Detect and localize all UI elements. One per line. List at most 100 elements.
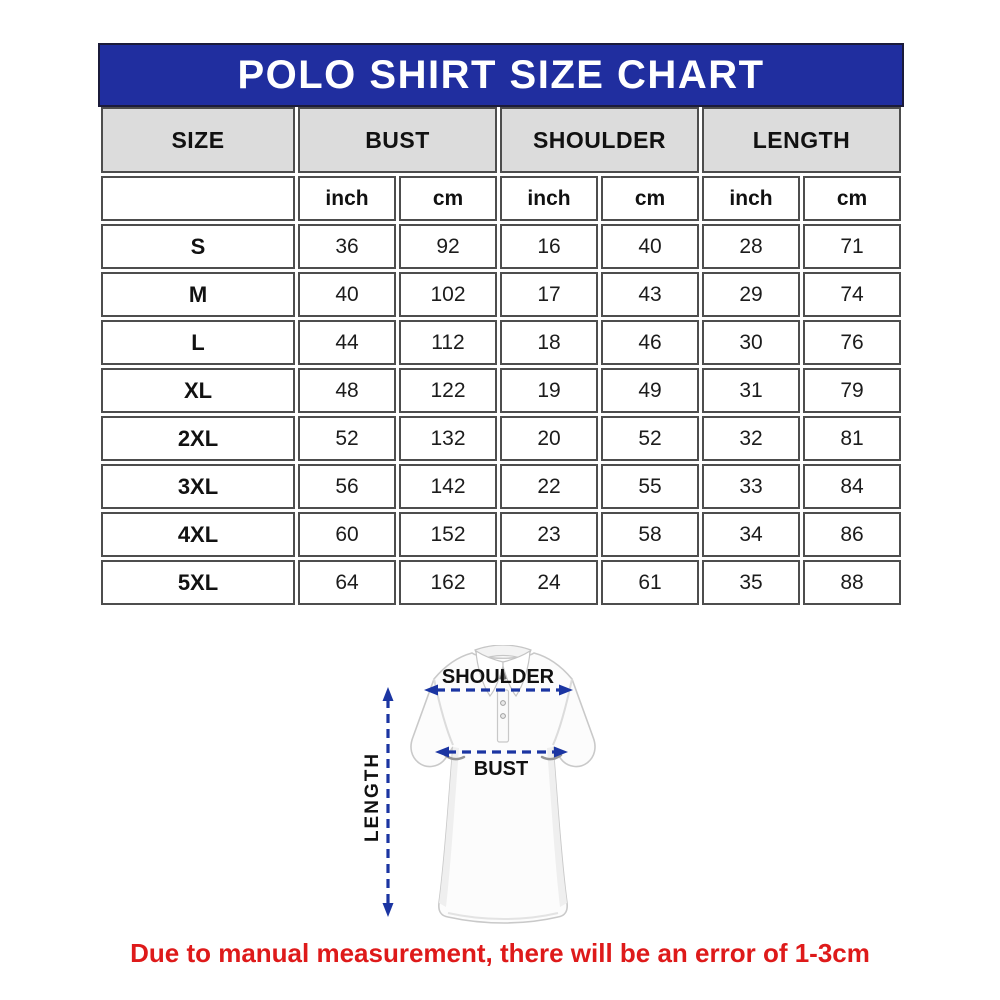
value-cell: 56 <box>298 464 396 509</box>
value-cell: 55 <box>601 464 699 509</box>
size-cell: XL <box>101 368 295 413</box>
value-cell: 31 <box>702 368 800 413</box>
value-cell: 132 <box>399 416 497 461</box>
value-cell: 44 <box>298 320 396 365</box>
size-cell: 4XL <box>101 512 295 557</box>
length-label: LENGTH <box>362 752 383 842</box>
table-row: M 40 102 17 43 29 74 <box>101 272 901 317</box>
value-cell: 40 <box>601 224 699 269</box>
table-row: 5XL 64 162 24 61 35 88 <box>101 560 901 605</box>
unit-header-bust-cm: cm <box>399 176 497 221</box>
arrowhead-up-icon <box>382 687 394 701</box>
value-cell: 23 <box>500 512 598 557</box>
value-cell: 102 <box>399 272 497 317</box>
value-cell: 92 <box>399 224 497 269</box>
size-table-body: S 36 92 16 40 28 71 M 40 102 17 43 29 74 L 44 112 18 46 30 7… <box>101 224 901 605</box>
value-cell: 52 <box>601 416 699 461</box>
value-cell: 32 <box>702 416 800 461</box>
value-cell: 20 <box>500 416 598 461</box>
armpit-crease-right <box>540 753 563 761</box>
value-cell: 36 <box>298 224 396 269</box>
value-cell: 46 <box>601 320 699 365</box>
table-row: XL 48 122 19 49 31 79 <box>101 368 901 413</box>
measurement-disclaimer: Due to manual measurement, there will be… <box>130 938 870 968</box>
value-cell: 30 <box>702 320 800 365</box>
column-header-bust: BUST <box>298 107 497 173</box>
shoulder-label: SHOULDER <box>442 666 555 688</box>
unit-header-shoulder-cm: cm <box>601 176 699 221</box>
button-top <box>500 700 506 706</box>
hem-line <box>447 912 559 920</box>
bust-arrow <box>435 746 568 758</box>
size-table: SIZE BUST SHOULDER LENGTH inch cm inch c… <box>98 104 904 608</box>
unit-header-shoulder-inch: inch <box>500 176 598 221</box>
arrowhead-right-icon <box>554 746 568 758</box>
size-cell: 2XL <box>101 416 295 461</box>
value-cell: 33 <box>702 464 800 509</box>
value-cell: 52 <box>298 416 396 461</box>
unit-header-row: inch cm inch cm inch cm <box>101 176 901 221</box>
shirt-body <box>410 652 596 924</box>
value-cell: 49 <box>601 368 699 413</box>
value-cell: 48 <box>298 368 396 413</box>
arrowhead-left-icon <box>424 684 438 696</box>
size-cell: L <box>101 320 295 365</box>
value-cell: 58 <box>601 512 699 557</box>
size-cell: 5XL <box>101 560 295 605</box>
value-cell: 43 <box>601 272 699 317</box>
value-cell: 122 <box>399 368 497 413</box>
value-cell: 112 <box>399 320 497 365</box>
arrowhead-right-icon <box>559 684 573 696</box>
chart-title-bar: POLO SHIRT SIZE CHART <box>98 43 904 107</box>
shoulder-arrow <box>424 684 573 696</box>
table-row: 3XL 56 142 22 55 33 84 <box>101 464 901 509</box>
group-header-row: SIZE BUST SHOULDER LENGTH <box>101 107 901 173</box>
value-cell: 88 <box>803 560 901 605</box>
table-row: S 36 92 16 40 28 71 <box>101 224 901 269</box>
value-cell: 16 <box>500 224 598 269</box>
size-cell: M <box>101 272 295 317</box>
value-cell: 22 <box>500 464 598 509</box>
column-header-length: LENGTH <box>702 107 901 173</box>
table-row: L 44 112 18 46 30 76 <box>101 320 901 365</box>
value-cell: 86 <box>803 512 901 557</box>
value-cell: 76 <box>803 320 901 365</box>
value-cell: 60 <box>298 512 396 557</box>
value-cell: 142 <box>399 464 497 509</box>
value-cell: 74 <box>803 272 901 317</box>
value-cell: 29 <box>702 272 800 317</box>
value-cell: 64 <box>298 560 396 605</box>
value-cell: 79 <box>803 368 901 413</box>
unit-header-length-cm: cm <box>803 176 901 221</box>
length-arrow <box>382 687 394 917</box>
unit-header-length-inch: inch <box>702 176 800 221</box>
size-cell: S <box>101 224 295 269</box>
value-cell: 28 <box>702 224 800 269</box>
column-header-size: SIZE <box>101 107 295 173</box>
arrowhead-left-icon <box>435 746 449 758</box>
shirt-shade-left <box>439 747 459 907</box>
arrowhead-down-icon <box>382 903 394 917</box>
shirt-shade-right <box>547 747 567 907</box>
value-cell: 19 <box>500 368 598 413</box>
value-cell: 17 <box>500 272 598 317</box>
value-cell: 152 <box>399 512 497 557</box>
unit-header-bust-inch: inch <box>298 176 396 221</box>
value-cell: 162 <box>399 560 497 605</box>
value-cell: 71 <box>803 224 901 269</box>
unit-header-empty <box>101 176 295 221</box>
value-cell: 34 <box>702 512 800 557</box>
measurement-diagram: SHOULDER BUST LENGTH <box>362 645 596 924</box>
collar-flap-right <box>502 649 531 698</box>
value-cell: 35 <box>702 560 800 605</box>
value-cell: 84 <box>803 464 901 509</box>
button-bottom <box>500 713 506 719</box>
sleeve-seam-right <box>552 678 573 746</box>
value-cell: 18 <box>500 320 598 365</box>
table-row: 4XL 60 152 23 58 34 86 <box>101 512 901 557</box>
column-header-shoulder: SHOULDER <box>500 107 699 173</box>
collar-flap-left <box>475 649 504 698</box>
value-cell: 24 <box>500 560 598 605</box>
chart-title: POLO SHIRT SIZE CHART <box>237 52 765 97</box>
